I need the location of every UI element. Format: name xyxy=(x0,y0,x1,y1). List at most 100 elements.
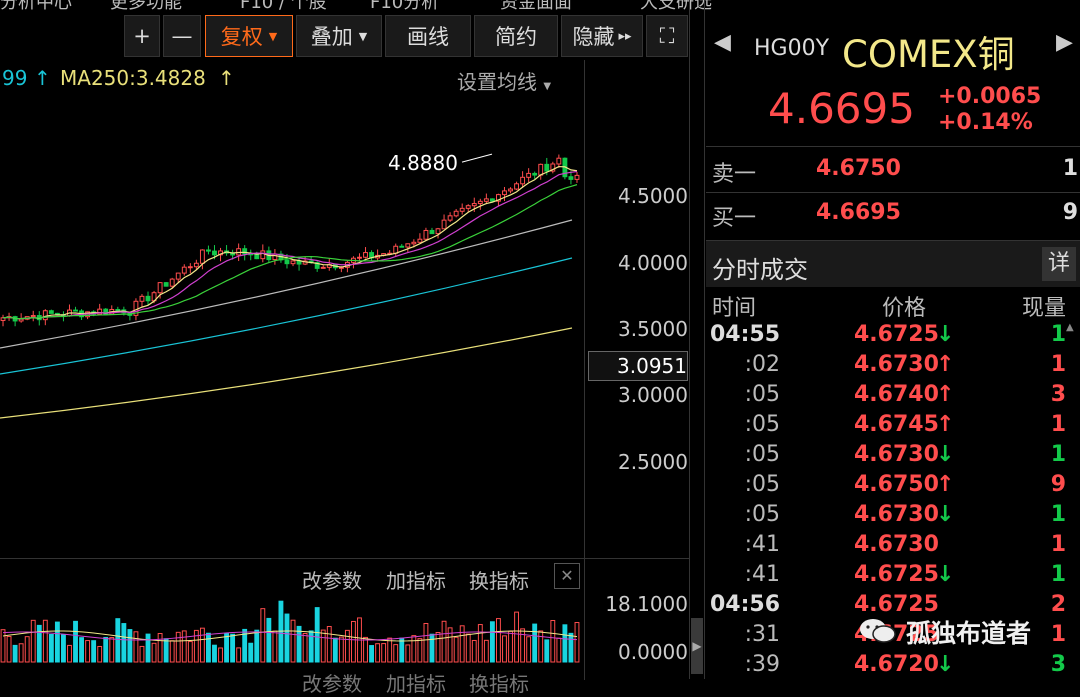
panel-collapse-handle[interactable]: ▶ xyxy=(691,618,703,674)
yincang-button[interactable]: 隐藏 ▸▸ xyxy=(561,15,643,57)
candle xyxy=(139,294,145,308)
trade-time: :39 xyxy=(744,652,780,677)
volume-toolbar-2: 改参数 加指标 换指标 xyxy=(300,668,585,696)
volume-bar xyxy=(459,625,465,663)
change-params-button[interactable]: 改参数 xyxy=(302,672,362,696)
volume-bar xyxy=(206,632,211,663)
trade-row: :05 4.6730 ↓ 1 xyxy=(706,502,1080,532)
diejia-button[interactable]: 叠加 ▼ xyxy=(296,15,382,57)
volume-bar xyxy=(199,627,205,663)
volume-bar xyxy=(411,635,417,663)
volume-bar xyxy=(54,621,60,663)
volume-bar xyxy=(496,618,501,663)
fuquan-label: 复权 xyxy=(220,25,263,49)
buy1-volume: 9 xyxy=(1062,200,1078,225)
switch-indicator-button[interactable]: 换指标 xyxy=(469,672,529,696)
trade-volume: 9 xyxy=(1050,472,1066,497)
volume-bar xyxy=(61,634,66,663)
kline-chart[interactable]: 4.8880 xyxy=(0,96,585,556)
change-params-button[interactable]: 改参数 xyxy=(302,569,362,593)
candle xyxy=(302,256,308,266)
prev-quote-button[interactable]: ◀ xyxy=(714,30,731,55)
candle xyxy=(562,157,568,180)
candle xyxy=(441,214,447,230)
volume-bar xyxy=(441,620,447,663)
trade-price: 4.6730 xyxy=(854,502,939,527)
close-icon[interactable]: ✕ xyxy=(554,563,580,589)
zoom-in-button[interactable]: + xyxy=(124,15,160,57)
top-nav-item[interactable]: 更多功能 xyxy=(110,0,182,13)
volume-bar xyxy=(157,633,163,663)
add-indicator-button[interactable]: 加指标 xyxy=(386,569,446,593)
trade-volume: 2 xyxy=(1050,592,1066,617)
caret-down-icon: ▼ xyxy=(358,29,368,43)
ma120-line xyxy=(0,257,573,375)
next-quote-button[interactable]: ▶ xyxy=(1056,30,1073,55)
divider xyxy=(706,146,1080,147)
volume-bar xyxy=(248,642,254,663)
candle xyxy=(181,264,187,276)
volume-bar xyxy=(169,640,175,663)
volume-bar xyxy=(574,622,580,663)
arrow-down-icon: ↓ xyxy=(936,652,955,677)
quote-code: HG00Y xyxy=(754,36,830,61)
ma-prev-value: 99 xyxy=(2,66,28,90)
volume-bar xyxy=(18,643,24,663)
volume-bar xyxy=(6,635,12,663)
ma-settings-button[interactable]: 设置均线 ▼ xyxy=(457,66,551,95)
trade-volume: 1 xyxy=(1050,562,1066,587)
candle xyxy=(435,227,441,239)
ma5-line xyxy=(2,165,578,320)
volume-bar xyxy=(79,637,84,663)
top-nav-item[interactable]: 大支研选 xyxy=(640,0,712,13)
trade-row: 04:56 4.6725 2 xyxy=(706,592,1080,622)
huaxian-button[interactable]: 画线 xyxy=(385,15,471,57)
caret-down-icon: ▼ xyxy=(543,81,552,92)
top-nav-item[interactable]: F10 / 个股 xyxy=(240,0,327,13)
volume-bar xyxy=(127,629,133,663)
trade-volume: 3 xyxy=(1050,382,1066,407)
volume-bar xyxy=(109,637,115,663)
trades-scroll-up-icon[interactable]: ▲ xyxy=(1066,322,1074,333)
volume-bar xyxy=(145,633,151,663)
volume-bar xyxy=(508,630,513,663)
top-nav-item[interactable]: F10分析 xyxy=(370,0,440,13)
candle xyxy=(556,154,562,168)
trade-row: :02 4.6730 ↑ 1 xyxy=(706,352,1080,382)
trade-price: 4.6745 xyxy=(854,412,939,437)
candle xyxy=(502,186,507,202)
volume-bar xyxy=(175,631,181,663)
candle xyxy=(199,249,205,270)
volume-bar xyxy=(302,633,308,663)
trade-row: :05 4.6740 ↑ 3 xyxy=(706,382,1080,412)
volume-bar xyxy=(568,632,574,663)
zoom-out-button[interactable]: — xyxy=(163,15,201,57)
candle xyxy=(526,168,532,183)
minus-icon: — xyxy=(171,24,193,48)
candle xyxy=(429,227,435,235)
top-nav-item[interactable]: 资金面面 xyxy=(500,0,572,13)
volume-bar xyxy=(260,608,266,663)
arrow-up-icon: ↑ xyxy=(936,472,955,497)
trade-time: :41 xyxy=(744,532,780,557)
switch-indicator-button[interactable]: 换指标 xyxy=(469,569,529,593)
candle xyxy=(145,291,151,306)
volume-bar xyxy=(67,644,72,663)
trades-detail-button[interactable]: 详 xyxy=(1042,247,1076,281)
volume-bar xyxy=(224,632,229,663)
top-nav-item[interactable]: 分析中心 xyxy=(0,0,72,13)
candle xyxy=(224,245,229,256)
trade-row: :05 4.6750 ↑ 9 xyxy=(706,472,1080,502)
fullscreen-button[interactable]: ⛶ xyxy=(646,15,688,57)
arrow-up-icon: ↑ xyxy=(936,382,955,407)
ma-settings-label: 设置均线 xyxy=(457,70,537,94)
trade-price: 4.6720 xyxy=(854,652,939,677)
jianyue-button[interactable]: 简约 xyxy=(474,15,558,57)
up-arrow-icon: ↑ xyxy=(218,66,235,90)
fuquan-button[interactable]: 复权 ▼ xyxy=(205,15,293,57)
trade-volume: 1 xyxy=(1050,502,1066,527)
candle xyxy=(0,314,6,327)
trade-volume: 1 xyxy=(1050,442,1066,467)
price-axis: 4.5000 4.0000 3.5000 3.0951 3.0000 2.500… xyxy=(585,96,688,556)
add-indicator-button[interactable]: 加指标 xyxy=(386,672,446,696)
